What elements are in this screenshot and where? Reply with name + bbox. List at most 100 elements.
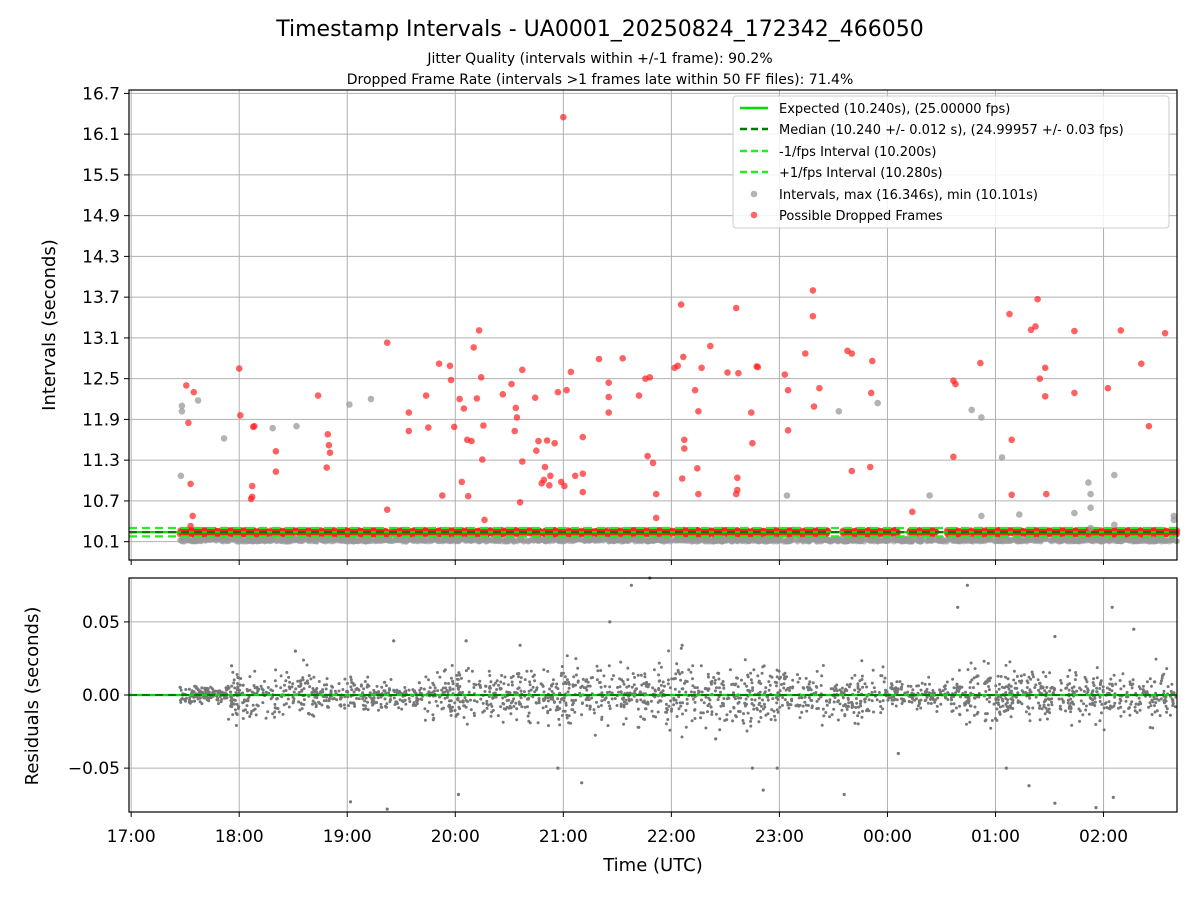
residual-point	[820, 674, 824, 678]
residual-point	[227, 717, 230, 721]
residual-point	[965, 708, 969, 712]
residual-point	[608, 707, 612, 711]
residual-point	[312, 675, 316, 679]
residual-point	[450, 664, 454, 667]
interval-point	[1143, 537, 1150, 544]
residual-point	[217, 702, 220, 706]
dropped-frame-139	[1138, 360, 1145, 368]
residual-point	[639, 698, 643, 702]
legend-dropped-label: Possible Dropped Frames	[779, 209, 943, 224]
dropped-frame-60	[546, 482, 553, 489]
interval-point	[962, 536, 969, 543]
residual-point	[854, 697, 858, 700]
residual-point	[403, 686, 407, 689]
dropped-frame-78	[646, 374, 654, 381]
residual-point	[669, 699, 673, 703]
interval-point	[566, 536, 573, 542]
interval-point	[536, 537, 543, 544]
interval-point	[381, 536, 387, 543]
interval-point	[907, 537, 913, 544]
dropped-frame-36	[468, 437, 475, 445]
interval-outlier-5	[269, 424, 277, 432]
dropped-frame-87	[681, 436, 688, 444]
interval-point	[279, 537, 286, 544]
dropped-frame-48	[513, 414, 521, 421]
dropped-frame-71	[595, 355, 603, 363]
dropped-frame-24	[422, 392, 430, 399]
residual-point	[1102, 728, 1106, 732]
residual-point	[273, 679, 277, 683]
residual-point	[509, 712, 513, 716]
chart-title: Timestamp Intervals - UA0001_20250824_17…	[275, 17, 924, 42]
interval-outlier-18	[1071, 509, 1078, 517]
dropped-frame-117	[867, 389, 875, 397]
residual-point	[485, 706, 489, 710]
residual-point	[526, 705, 529, 709]
residual-point	[1154, 701, 1158, 705]
residual-point	[1124, 699, 1128, 703]
interval-point	[818, 537, 825, 544]
dropped-frame-6	[235, 365, 243, 372]
intervals-y-tick-label-5: 13.1	[82, 329, 120, 349]
interval-outlier-12	[926, 492, 933, 499]
residual-point	[848, 682, 852, 686]
dropped-frame-97	[732, 304, 740, 312]
residual-point	[324, 687, 328, 691]
interval-outlier-1	[178, 402, 186, 410]
dropped-frame-132	[1041, 393, 1049, 400]
residual-point	[233, 686, 237, 690]
dropped-frame-51	[519, 458, 526, 465]
residual-point	[527, 711, 531, 715]
interval-point	[376, 537, 383, 544]
residual-point	[871, 668, 875, 672]
dropped-frame-0	[183, 382, 190, 389]
residual-point	[656, 710, 660, 714]
interval-point	[1106, 538, 1113, 545]
interval-point	[1012, 537, 1019, 544]
residual-point	[803, 695, 807, 699]
residual-point	[1110, 689, 1114, 693]
intervals-y-tick-label-6: 13.7	[82, 288, 120, 308]
residual-point	[350, 688, 354, 692]
residual-point	[580, 702, 584, 705]
residual-point	[1114, 682, 1118, 686]
dropped-frame-29	[447, 376, 455, 384]
residual-point	[320, 703, 324, 707]
dropped-frame-73	[605, 393, 612, 401]
interval-outlier-4	[220, 435, 228, 442]
residual-point	[622, 722, 626, 726]
interval-point	[256, 537, 263, 544]
residual-point	[999, 675, 1003, 678]
residual-point	[805, 709, 809, 713]
residual-point	[822, 714, 826, 718]
interval-point	[823, 537, 830, 543]
interval-outlier-10	[835, 408, 843, 415]
dropped-frame-119	[866, 463, 874, 471]
residual-point	[1113, 695, 1117, 699]
residual-point	[1027, 712, 1031, 716]
residual-point	[1154, 657, 1158, 661]
residual-point	[232, 681, 236, 685]
interval-point	[190, 538, 197, 545]
residual-point	[1031, 675, 1035, 679]
intervals-y-tick-label-10: 16.1	[82, 125, 120, 145]
interval-point	[408, 536, 415, 543]
interval-point	[799, 536, 806, 543]
residual-point	[675, 701, 679, 705]
residual-point	[732, 691, 735, 695]
interval-outlier-22	[1087, 524, 1094, 532]
residual-point	[713, 678, 717, 682]
residual-point	[693, 700, 697, 704]
dropped-frame-106	[781, 371, 789, 378]
dropped-frame-110	[809, 287, 817, 294]
dropped-frame-69	[579, 470, 587, 478]
residual-point	[428, 701, 431, 704]
residual-point	[439, 700, 443, 704]
dropped-frame-68	[579, 433, 587, 441]
interval-point	[665, 537, 672, 544]
dropped-frame-137	[1104, 384, 1112, 392]
residual-point	[759, 716, 763, 719]
dropped-frame-103	[749, 439, 756, 447]
residual-point	[855, 701, 859, 705]
dropped-frame-74	[605, 409, 612, 416]
